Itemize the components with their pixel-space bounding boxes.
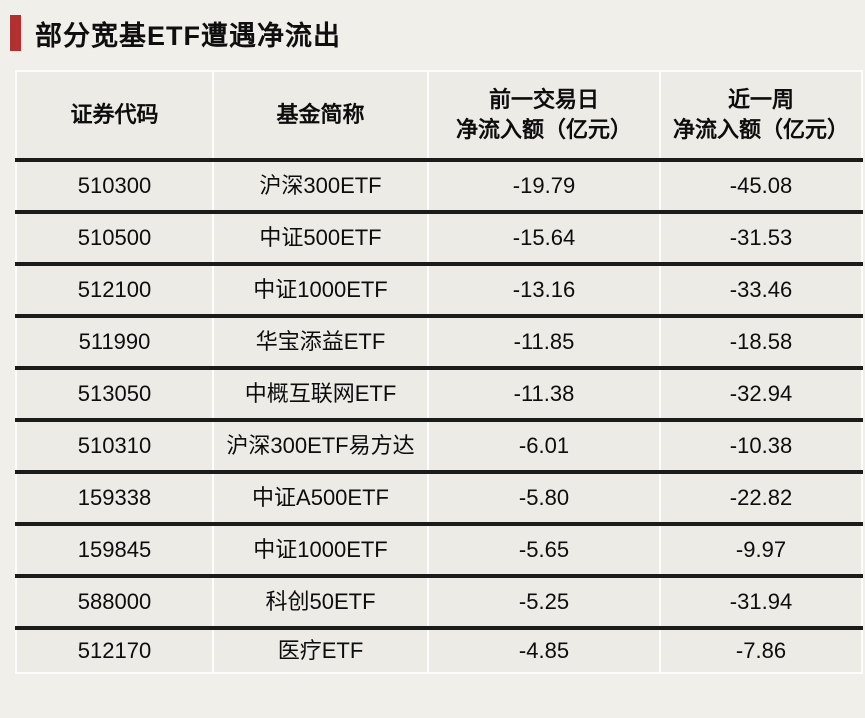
week-flow-cell: -10.38 [659, 420, 863, 474]
fund-name-cell: 中证1000ETF [212, 524, 429, 578]
week-flow-cell: -22.82 [659, 472, 863, 526]
prev-day-flow-cell: -6.01 [427, 420, 661, 474]
fund-name-cell: 中证500ETF [212, 212, 429, 266]
prev-day-flow-cell: -11.85 [427, 316, 661, 370]
code-cell: 588000 [15, 576, 214, 630]
code-cell: 159845 [15, 524, 214, 578]
code-cell: 511990 [15, 316, 214, 370]
table-row: 159338 中证A500ETF -5.80 -22.82 [15, 472, 863, 526]
week-flow-cell: -32.94 [659, 368, 863, 422]
table-row: 512170 医疗ETF -4.85 -7.86 [15, 628, 863, 674]
col-header-prev-day-flow: 前一交易日 净流入额（亿元） [427, 71, 661, 162]
etf-flow-table: 证券代码 基金简称 前一交易日 净流入额（亿元） 近一周 净流入额（亿元） 51… [15, 70, 863, 674]
code-cell: 513050 [15, 368, 214, 422]
fund-name-cell: 华宝添益ETF [212, 316, 429, 370]
week-flow-cell: -33.46 [659, 264, 863, 318]
table-row: 510500 中证500ETF -15.64 -31.53 [15, 212, 863, 266]
prev-day-flow-cell: -13.16 [427, 264, 661, 318]
table-row: 159845 中证1000ETF -5.65 -9.97 [15, 524, 863, 578]
prev-day-flow-cell: -19.79 [427, 160, 661, 214]
code-cell: 512100 [15, 264, 214, 318]
fund-name-cell: 科创50ETF [212, 576, 429, 630]
fund-name-cell: 中证1000ETF [212, 264, 429, 318]
prev-day-flow-cell: -5.25 [427, 576, 661, 630]
fund-name-cell: 沪深300ETF [212, 160, 429, 214]
table-row: 510310 沪深300ETF易方达 -6.01 -10.38 [15, 420, 863, 474]
week-flow-cell: -18.58 [659, 316, 863, 370]
code-cell: 159338 [15, 472, 214, 526]
col-header-week-flow: 近一周 净流入额（亿元） [659, 71, 863, 162]
code-cell: 512170 [15, 628, 214, 674]
code-cell: 510310 [15, 420, 214, 474]
prev-day-flow-cell: -5.80 [427, 472, 661, 526]
fund-name-cell: 沪深300ETF易方达 [212, 420, 429, 474]
table-row: 511990 华宝添益ETF -11.85 -18.58 [15, 316, 863, 370]
header-row: 证券代码 基金简称 前一交易日 净流入额（亿元） 近一周 净流入额（亿元） [15, 71, 863, 162]
fund-name-cell: 中概互联网ETF [212, 368, 429, 422]
prev-day-flow-cell: -11.38 [427, 368, 661, 422]
prev-day-flow-cell: -4.85 [427, 628, 661, 674]
page-title: 部分宽基ETF遭遇净流出 [35, 20, 341, 51]
fund-name-cell: 医疗ETF [212, 628, 429, 674]
prev-day-flow-cell: -15.64 [427, 212, 661, 266]
week-flow-cell: -9.97 [659, 524, 863, 578]
week-flow-cell: -45.08 [659, 160, 863, 214]
week-flow-cell: -31.53 [659, 212, 863, 266]
code-cell: 510300 [15, 160, 214, 214]
code-cell: 510500 [15, 212, 214, 266]
fund-name-cell: 中证A500ETF [212, 472, 429, 526]
table-row: 510300 沪深300ETF -19.79 -45.08 [15, 160, 863, 214]
col-header-fund-name: 基金简称 [212, 71, 429, 162]
table-row: 588000 科创50ETF -5.25 -31.94 [15, 576, 863, 630]
prev-day-flow-cell: -5.65 [427, 524, 661, 578]
week-flow-cell: -7.86 [659, 628, 863, 674]
table-row: 512100 中证1000ETF -13.16 -33.46 [15, 264, 863, 318]
table-body: 510300 沪深300ETF -19.79 -45.08 510500 中证5… [15, 160, 863, 674]
title-block: 部分宽基ETF遭遇净流出 [0, 0, 865, 52]
col-header-code: 证券代码 [15, 71, 214, 162]
title-accent-bar [10, 15, 21, 51]
week-flow-cell: -31.94 [659, 576, 863, 630]
table-row: 513050 中概互联网ETF -11.38 -32.94 [15, 368, 863, 422]
